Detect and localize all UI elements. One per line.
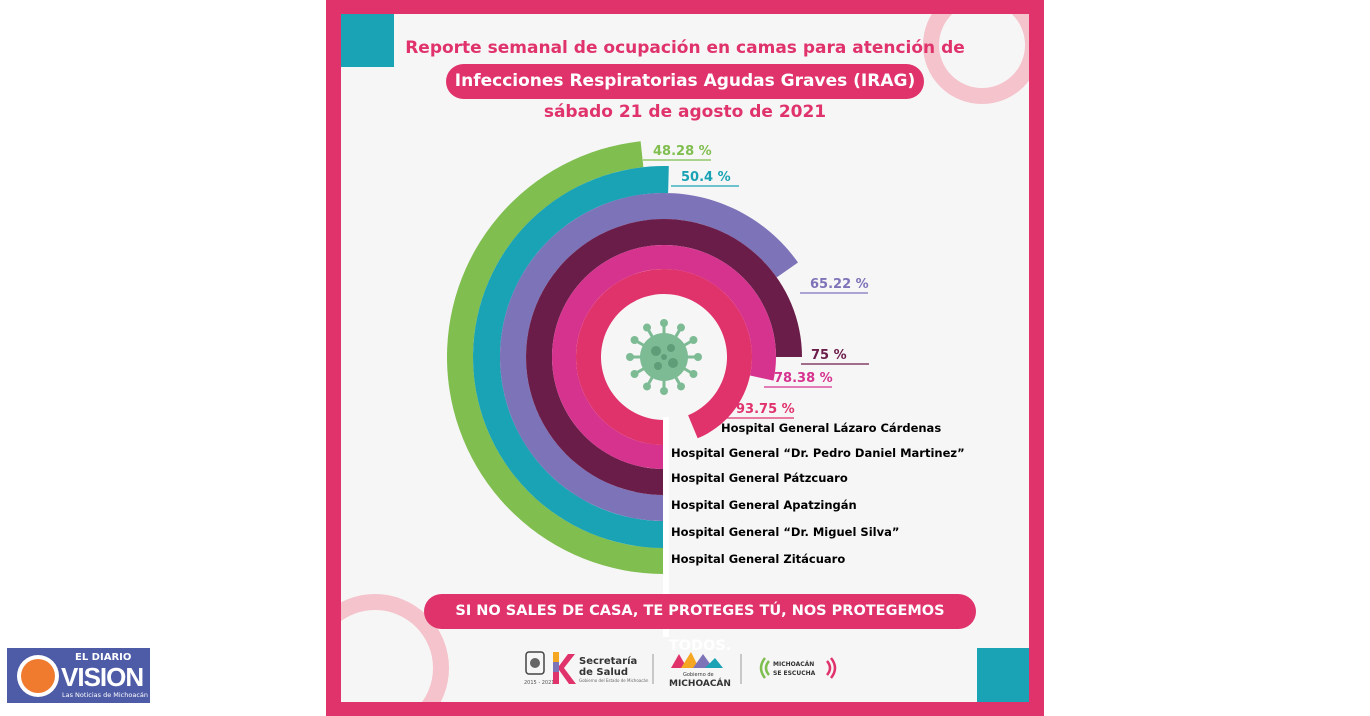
radial-bar-4 [473, 166, 669, 549]
radial-bar-5 [447, 141, 664, 574]
escucha-right-waves-icon [826, 657, 837, 679]
hospital-label-patzcuaro: Hospital General Pátzcuaro [671, 471, 848, 485]
state-seal-icon [525, 651, 545, 675]
seal-years: 2015 - 2021 [524, 680, 554, 686]
footer-logos: 2015 - 2021 Secretaría de Salud Gobierno… [521, 646, 851, 690]
radial-bar-chart: 93.75 % 78.38 % 75 % 65.22 % 50.4 % 48.28 % [447, 141, 869, 637]
escucha-line2: SE ESCUCHA [773, 670, 816, 677]
watermark-main-text: VISION [61, 662, 144, 692]
watermark-sub-text: Las Noticias de Michoacán [62, 691, 149, 699]
hospital-label-zitacuaro: Hospital General Zitácuaro [671, 552, 846, 566]
gobierno-michoacan: MICHOACÁN [669, 677, 731, 689]
secretaria-line2: de Salud [579, 667, 628, 678]
footer-logos-graphic: 2015 - 2021 Secretaría de Salud Gobierno… [524, 651, 837, 689]
hospital-label-miguel-silva: Hospital General “Dr. Miguel Silva” [671, 525, 900, 539]
watermark-orange-circle-icon [21, 659, 55, 693]
report-title: Reporte semanal de ocupación en camas pa… [405, 38, 965, 58]
gobierno-de: Gobierno de [683, 672, 714, 678]
value-label-4: 50.4 % [681, 170, 731, 185]
michoacan-crown-icon [671, 652, 723, 668]
escucha-line1: MICHOACÁN [773, 661, 814, 668]
hospital-label-apatzingan: Hospital General Apatzingán [671, 498, 857, 512]
chart-baseline [663, 417, 669, 637]
secretaria-line1: Secretaría [579, 655, 637, 667]
report-subtitle-pill: Infecciones Respiratorias Agudas Graves … [446, 64, 924, 99]
slogan-banner: SI NO SALES DE CASA, TE PROTEGES TÚ, NOS… [424, 594, 976, 654]
watermark-top-text: EL DIARIO [75, 652, 132, 663]
secretaria-small: Gobierno del Estado de Michoacán [579, 678, 649, 683]
value-label-3: 65.22 % [810, 277, 869, 292]
virus-icon [626, 319, 702, 395]
hospital-label-pedro-daniel-martinez: Hospital General “Dr. Pedro Daniel Marti… [671, 446, 965, 460]
el-diario-vision-watermark: EL DIARIO VISION Las Noticias de Michoac… [7, 648, 150, 703]
value-label-5: 48.28 % [653, 144, 712, 159]
value-label-2: 75 % [811, 348, 847, 363]
teal-corner-square-top [341, 14, 394, 67]
hospital-label-lazaro-cardenas: Hospital General Lázaro Cárdenas [721, 421, 942, 435]
poster-frame: Reporte semanal de ocupación en camas pa… [326, 0, 1044, 716]
escucha-left-waves-icon [759, 657, 770, 679]
poster-content: Reporte semanal de ocupación en camas pa… [341, 14, 1029, 702]
value-label-0: 93.75 % [736, 402, 795, 417]
report-date: sábado 21 de agosto de 2021 [543, 102, 827, 122]
value-label-1: 78.38 % [774, 371, 833, 386]
teal-corner-square-bottom [977, 648, 1029, 702]
